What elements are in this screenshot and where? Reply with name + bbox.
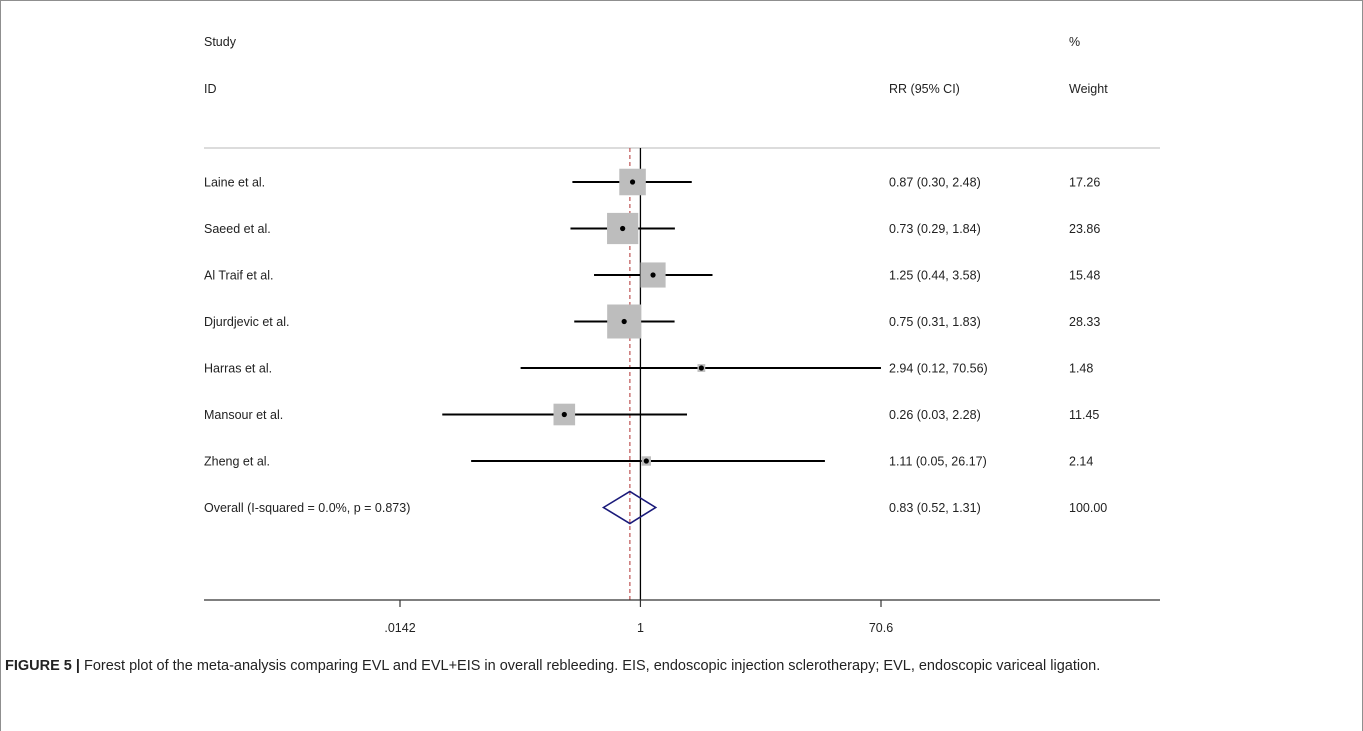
point-estimate bbox=[621, 318, 627, 325]
point-estimate bbox=[650, 272, 656, 278]
overall-ci-value: 0.83 (0.52, 1.31) bbox=[889, 501, 981, 515]
x-tick-label: 1 bbox=[637, 621, 644, 635]
overall-label: Overall (I-squared = 0.0%, p = 0.873) bbox=[204, 501, 410, 515]
overall-weight-value: 100.00 bbox=[1069, 501, 1107, 515]
study-header: Study bbox=[204, 35, 237, 49]
weight-header: Weight bbox=[1069, 82, 1108, 96]
study-row: Al Traif et al. 1.25 (0.44, 3.58) 15.48 bbox=[204, 262, 1100, 288]
study-row: Laine et al. 0.87 (0.30, 2.48) 17.26 bbox=[204, 168, 1100, 196]
percent-header: % bbox=[1069, 35, 1080, 49]
point-estimate bbox=[629, 179, 636, 185]
study-row: Harras et al. 2.94 (0.12, 70.56) 1.48 bbox=[204, 362, 1093, 376]
study-label: Saeed et al. bbox=[204, 222, 271, 236]
effect-ci-value: 2.94 (0.12, 70.56) bbox=[889, 362, 988, 376]
weight-value: 17.26 bbox=[1069, 176, 1100, 190]
column-headers: Study ID RR (95% CI) % Weight bbox=[204, 35, 1108, 96]
overall-row: Overall (I-squared = 0.0%, p = 0.873) 0.8… bbox=[204, 490, 1107, 525]
study-row: Zheng et al. 1.11 (0.05, 26.17) 2.14 bbox=[204, 455, 1093, 469]
weight-value: 28.33 bbox=[1069, 315, 1100, 329]
weight-value: 1.48 bbox=[1069, 362, 1093, 376]
study-row: Mansour et al. 0.26 (0.03, 2.28) 11.45 bbox=[204, 403, 1099, 426]
x-tick-label: 70.6 bbox=[869, 621, 893, 635]
effect-ci-value: 1.25 (0.44, 3.58) bbox=[889, 269, 981, 283]
effect-ci-value: 0.75 (0.31, 1.83) bbox=[889, 315, 981, 329]
study-label: Djurdjevic et al. bbox=[204, 315, 289, 329]
overall-diamond bbox=[601, 490, 658, 525]
weight-value: 11.45 bbox=[1069, 408, 1099, 422]
effect-header: RR (95% CI) bbox=[889, 82, 960, 96]
weight-value: 2.14 bbox=[1069, 455, 1093, 469]
study-label: Al Traif et al. bbox=[204, 269, 273, 283]
figure-caption: FIGURE 5 | Forest plot of the meta-analy… bbox=[5, 655, 1355, 677]
effect-ci-value: 1.11 (0.05, 26.17) bbox=[889, 455, 987, 469]
id-header: ID bbox=[204, 82, 217, 96]
study-row: Saeed et al. 0.73 (0.29, 1.84) 23.86 bbox=[204, 212, 1100, 245]
x-tick-label: .0142 bbox=[384, 621, 415, 635]
caption-label: FIGURE 5 | bbox=[5, 658, 80, 674]
caption-text: Forest plot of the meta-analysis compari… bbox=[79, 658, 1101, 674]
study-label: Mansour et al. bbox=[204, 408, 283, 422]
point-estimate bbox=[643, 458, 649, 464]
weight-value: 15.48 bbox=[1069, 269, 1100, 283]
study-label: Laine et al. bbox=[204, 176, 265, 190]
effect-ci-value: 0.73 (0.29, 1.84) bbox=[889, 222, 981, 236]
effect-ci-value: 0.87 (0.30, 2.48) bbox=[889, 176, 981, 190]
study-rows: Laine et al. 0.87 (0.30, 2.48) 17.26 Saeed … bbox=[204, 148, 1107, 600]
study-row: Djurdjevic et al. 0.75 (0.31, 1.83) 28.33 bbox=[204, 304, 1100, 339]
x-axis: .0142 1 70.6 bbox=[204, 599, 1160, 635]
study-label: Zheng et al. bbox=[204, 455, 270, 469]
study-label: Harras et al. bbox=[204, 362, 272, 376]
forest-plot: Study ID RR (95% CI) % Weight Laine et a… bbox=[204, 35, 1160, 635]
effect-ci-value: 0.26 (0.03, 2.28) bbox=[889, 408, 981, 422]
point-estimate bbox=[620, 225, 626, 232]
point-estimate bbox=[698, 365, 704, 371]
point-estimate bbox=[561, 411, 567, 418]
weight-value: 23.86 bbox=[1069, 222, 1100, 236]
